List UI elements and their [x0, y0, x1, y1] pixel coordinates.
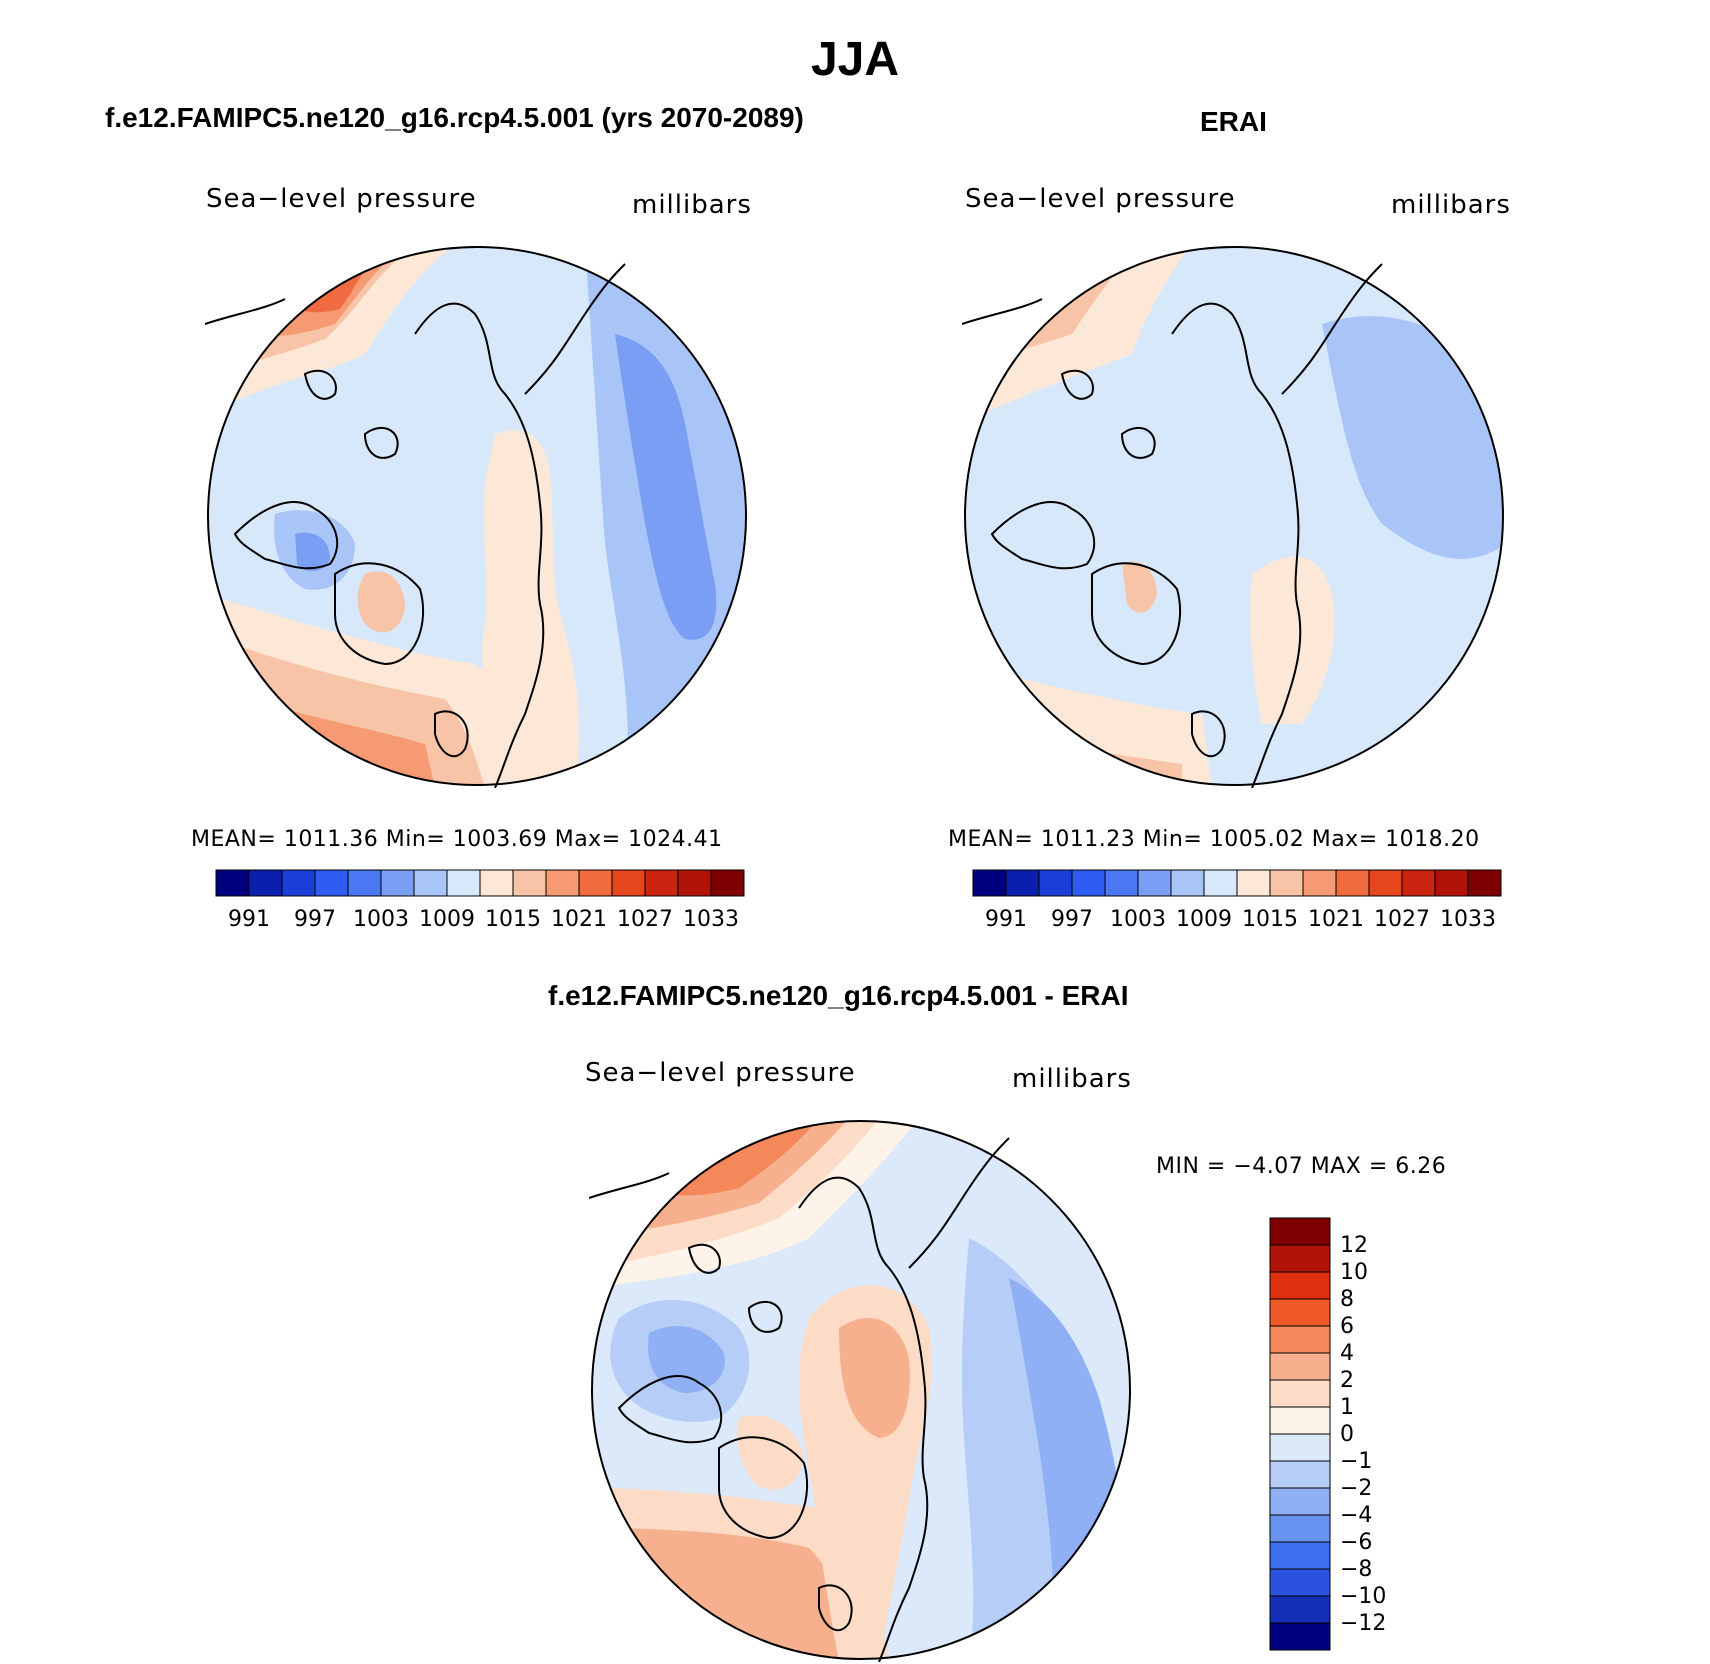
diff-colorbar-tick-label: 1: [1340, 1395, 1354, 1420]
colorbar-cell: [380, 869, 415, 897]
model-units-label: millibars: [632, 190, 752, 220]
colorbar-cell: [1071, 869, 1106, 897]
colorbar-cell: [248, 869, 283, 897]
diff-colorbar-tick-label: −1: [1340, 1449, 1372, 1474]
colorbar-cell: [314, 869, 349, 897]
colorbar-cell: [1467, 869, 1502, 897]
obs-stats: MEAN= 1011.23 Min= 1005.02 Max= 1018.20: [948, 827, 1480, 852]
colorbar-cell: [1137, 869, 1172, 897]
colorbar-tick-label: 1009: [419, 907, 475, 932]
colorbar-cell: [1038, 869, 1073, 897]
colorbar-cell: [1368, 869, 1403, 897]
diff-slp-map: [589, 1120, 1131, 1662]
diff-colorbar-cell: [1269, 1217, 1331, 1246]
diff-colorbar-tick-label: 10: [1340, 1260, 1368, 1285]
diff-colorbar-cell: [1269, 1487, 1331, 1516]
colorbar-cell: [1269, 869, 1304, 897]
diff-colorbar-cell: [1269, 1595, 1331, 1624]
obs-slp-map: [962, 246, 1504, 788]
colorbar-tick-label: 1021: [551, 907, 607, 932]
colorbar-tick-label: 1021: [1308, 907, 1364, 932]
obs-variable-label: Sea−level pressure: [965, 184, 1236, 214]
colorbar-cell: [479, 869, 514, 897]
colorbar-tick-label: 997: [294, 907, 336, 932]
model-colorbar: 991 997 1003 1009 1015 1021 1027 1033: [215, 869, 745, 932]
colorbar-tick-label: 997: [1051, 907, 1093, 932]
obs-colorbar: 991 997 1003 1009 1015 1021 1027 1033: [972, 869, 1502, 932]
diff-colorbar-tick-label: 6: [1340, 1314, 1354, 1339]
colorbar-cell: [1401, 869, 1436, 897]
diff-stats: MIN = −4.07 MAX = 6.26: [1156, 1154, 1447, 1179]
model-stats: MEAN= 1011.36 Min= 1003.69 Max= 1024.41: [191, 827, 723, 852]
colorbar-cell: [1236, 869, 1271, 897]
colorbar-tick-label: 991: [985, 907, 1027, 932]
colorbar-cell: [1203, 869, 1238, 897]
colorbar-tick-label: 1015: [485, 907, 541, 932]
diff-colorbar-cell: [1269, 1244, 1331, 1273]
colorbar-tick-label: 1003: [353, 907, 409, 932]
colorbar-cell: [413, 869, 448, 897]
colorbar-cell: [1104, 869, 1139, 897]
diff-colorbar-tick-label: 12: [1340, 1233, 1368, 1258]
colorbar-cell: [1170, 869, 1205, 897]
colorbar-cell: [281, 869, 316, 897]
diff-units-label: millibars: [1012, 1064, 1132, 1094]
diff-colorbar-cell: [1269, 1541, 1331, 1570]
diff-colorbar-tick-label: −2: [1340, 1476, 1372, 1501]
diff-colorbar-cell: [1269, 1325, 1331, 1354]
diff-colorbar-tick-label: −8: [1340, 1557, 1372, 1582]
colorbar-cell: [677, 869, 712, 897]
diff-colorbar-tick-label: 8: [1340, 1287, 1354, 1312]
colorbar-cell: [347, 869, 382, 897]
diff-colorbar-tick-label: −6: [1340, 1530, 1372, 1555]
colorbar-tick-label: 1033: [683, 907, 739, 932]
diff-colorbar-cell: [1269, 1433, 1331, 1462]
colorbar-cell: [512, 869, 547, 897]
diff-colorbar-cell: [1269, 1622, 1331, 1651]
colorbar-cell: [1302, 869, 1337, 897]
diff-colorbar-tick-label: 0: [1340, 1422, 1354, 1447]
colorbar-cell: [644, 869, 679, 897]
main-title: JJA: [810, 33, 900, 86]
colorbar-cell: [710, 869, 745, 897]
colorbar-tick-label: 1015: [1242, 907, 1298, 932]
colorbar-tick-label: 1003: [1110, 907, 1166, 932]
obs-panel-title: ERAI: [1200, 106, 1267, 137]
model-slp-map: [205, 246, 747, 788]
colorbar-cell: [215, 869, 250, 897]
colorbar-cell: [1335, 869, 1370, 897]
diff-colorbar-tick-label: 2: [1340, 1368, 1354, 1393]
colorbar-cell: [1434, 869, 1469, 897]
diff-colorbar-cell: [1269, 1460, 1331, 1489]
diff-colorbar-cell: [1269, 1379, 1331, 1408]
diff-colorbar-tick-label: −10: [1340, 1584, 1386, 1609]
colorbar-tick-label: 1027: [1374, 907, 1430, 932]
colorbar-tick-label: 1033: [1440, 907, 1496, 932]
colorbar-cell: [545, 869, 580, 897]
diff-colorbar-tick-label: −12: [1340, 1611, 1386, 1636]
diff-colorbar-cell: [1269, 1514, 1331, 1543]
model-panel-title: f.e12.FAMIPC5.ne120_g16.rcp4.5.001 (yrs …: [105, 102, 804, 133]
colorbar-tick-label: 1009: [1176, 907, 1232, 932]
colorbar-cell: [1005, 869, 1040, 897]
diff-panel-title: f.e12.FAMIPC5.ne120_g16.rcp4.5.001 - ERA…: [548, 980, 1129, 1011]
colorbar-tick-label: 991: [228, 907, 270, 932]
diff-colorbar-cell: [1269, 1298, 1331, 1327]
colorbar-cell: [446, 869, 481, 897]
colorbar-cell: [972, 869, 1007, 897]
model-variable-label: Sea−level pressure: [206, 184, 477, 214]
diff-colorbar-tick-label: −4: [1340, 1503, 1372, 1528]
colorbar-cell: [611, 869, 646, 897]
colorbar-cell: [578, 869, 613, 897]
diff-colorbar-cell: [1269, 1352, 1331, 1381]
diff-variable-label: Sea−level pressure: [585, 1058, 856, 1088]
diff-colorbar-tick-label: 4: [1340, 1341, 1354, 1366]
colorbar-tick-label: 1027: [617, 907, 673, 932]
obs-units-label: millibars: [1391, 190, 1511, 220]
diff-colorbar-cell: [1269, 1568, 1331, 1597]
diff-colorbar-cell: [1269, 1406, 1331, 1435]
diff-colorbar-cell: [1269, 1271, 1331, 1300]
